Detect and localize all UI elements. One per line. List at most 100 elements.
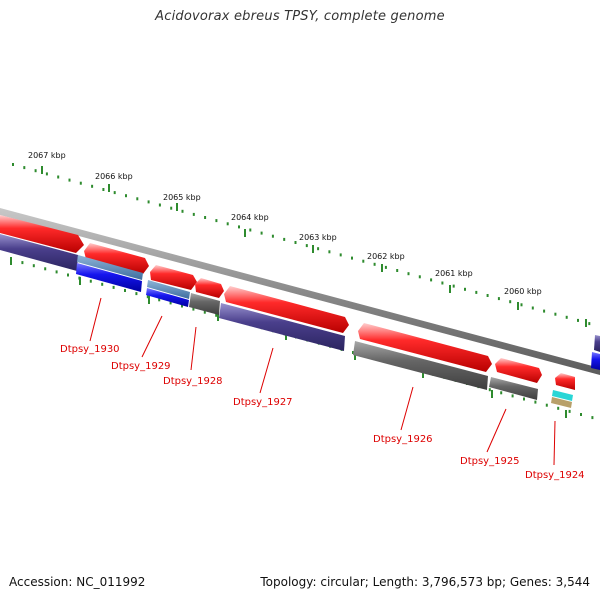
ruler-dot <box>557 406 560 410</box>
ruler-dot <box>55 270 58 274</box>
ruler-dot <box>124 289 126 292</box>
gene-label-dtpsy-1924[interactable]: Dtpsy_1924 <box>525 470 585 481</box>
ruler-dot <box>577 318 579 322</box>
gene-feature-right-edge-blue[interactable] <box>591 352 600 370</box>
ruler-dot <box>554 312 557 316</box>
gene-label-dtpsy-1928[interactable]: Dtpsy_1928 <box>163 376 223 387</box>
gene-feature-dtpsy-1930-blue[interactable] <box>76 263 142 292</box>
ruler-dot <box>203 310 206 314</box>
kbp-label-2063: 2063 kbp <box>299 233 337 242</box>
gene-feature-dtpsy-1928-reverse[interactable] <box>189 293 220 315</box>
ruler-dot <box>89 279 92 283</box>
ruler-major-tick <box>108 184 110 192</box>
ruler-dot <box>511 394 514 398</box>
gene-feature-dtpsy-1926-forward[interactable] <box>358 323 492 372</box>
ruler-dot <box>215 313 218 317</box>
map-title: Acidovorax ebreus TPSY, complete genome <box>155 9 445 24</box>
ruler-dot <box>136 197 139 201</box>
genome-backbone <box>0 208 600 375</box>
ruler-dot <box>384 265 387 269</box>
kbp-label-2067: 2067 kbp <box>28 151 66 160</box>
ruler-dot <box>441 281 444 285</box>
ruler-dot <box>32 264 35 268</box>
gene-feature-dtpsy-1928b-forward[interactable] <box>195 278 224 298</box>
ruler-dot <box>294 241 297 244</box>
ruler-dot <box>101 282 104 286</box>
ruler-dot <box>170 206 173 210</box>
ruler-dot <box>352 351 354 354</box>
ruler-dot <box>57 175 60 179</box>
ruler-dot <box>146 295 149 299</box>
ruler-dot <box>147 200 150 204</box>
ruler-major-tick <box>565 410 567 418</box>
ruler-dot <box>125 194 127 198</box>
ruler-dot <box>565 315 568 319</box>
accession-text: Accession: NC_011992 <box>9 575 146 589</box>
gene-feature-dtpsy-1924-tan[interactable] <box>551 397 572 408</box>
kbp-label-2062: 2062 kbp <box>367 252 405 261</box>
gene-feature-dtpsy-1925-reverse[interactable] <box>489 377 538 400</box>
gene-feature-dtpsy-1924-forward[interactable] <box>555 373 575 390</box>
gene-label-dtpsy-1930[interactable]: Dtpsy_1930 <box>60 344 120 355</box>
gene-label-dtpsy-1927[interactable]: Dtpsy_1927 <box>233 397 293 408</box>
gene-feature-right-edge-purple[interactable] <box>594 335 600 352</box>
ruler-dot <box>23 166 26 170</box>
ruler-dot <box>407 272 410 276</box>
gene-label-dtpsy-1926[interactable]: Dtpsy_1926 <box>373 434 433 445</box>
gene-feature-dtpsy-1925-forward[interactable] <box>495 358 542 383</box>
leader-line-dtpsy-1926 <box>400 386 414 431</box>
gene-feature-dtpsy-1928-forward[interactable] <box>150 265 197 290</box>
ruler-major-tick <box>422 370 424 378</box>
ruler-dot <box>317 247 320 251</box>
ruler-dot <box>68 178 71 182</box>
ruler-dot <box>102 188 105 191</box>
leader-line-dtpsy-1924 <box>553 420 556 466</box>
ruler-dot <box>192 307 195 311</box>
gene-feature-dtpsy-1924-cyan[interactable] <box>552 390 573 401</box>
ruler-dot <box>45 172 48 176</box>
ruler-major-tick <box>491 390 493 398</box>
ruler-dot <box>113 191 116 195</box>
ruler-dot <box>591 416 594 420</box>
gene-feature-dtpsy-1929-blue[interactable] <box>146 288 189 307</box>
ruler-dot <box>362 259 365 263</box>
ruler-dot <box>91 184 94 188</box>
ruler-dot <box>531 306 534 310</box>
gene-feature-dtpsy-1929-forward[interactable] <box>84 243 149 274</box>
gene-feature-dtpsy-1926-reverse[interactable] <box>353 341 488 390</box>
ruler-major-tick <box>79 277 81 285</box>
gene-feature-dtpsy-1929-cds[interactable] <box>147 280 190 299</box>
gene-feature-dtpsy-1930-cds[interactable] <box>77 255 143 280</box>
ruler-dot <box>226 222 229 226</box>
ruler-dot <box>580 413 582 416</box>
ruler-dot <box>21 261 24 265</box>
ruler-major-tick <box>449 285 451 293</box>
topology-summary: Topology: circular; Length: 3,796,573 bp… <box>260 575 590 589</box>
ruler-dot <box>79 181 82 185</box>
ruler-dot <box>523 397 525 401</box>
ruler-dot <box>135 292 138 296</box>
gene-label-dtpsy-1925[interactable]: Dtpsy_1925 <box>460 456 520 467</box>
ruler-dot <box>486 294 489 297</box>
ruler-major-tick <box>176 203 178 211</box>
ruler-major-tick <box>217 313 219 321</box>
ruler-dot <box>497 297 500 301</box>
kbp-label-2064: 2064 kbp <box>231 213 269 222</box>
ruler-dot <box>271 234 274 238</box>
gene-feature-dtpsy-1930-reverse[interactable] <box>0 234 78 271</box>
ruler-dot <box>509 300 512 304</box>
ruler-dot <box>192 212 195 216</box>
gene-label-dtpsy-1929[interactable]: Dtpsy_1929 <box>111 361 171 372</box>
gene-feature-dtpsy-1927-forward[interactable] <box>224 286 349 333</box>
gene-feature-dtpsy-1927-reverse[interactable] <box>219 303 345 351</box>
ruler-dot <box>283 237 286 241</box>
ruler-dot <box>351 256 353 260</box>
ruler-dot <box>520 303 523 307</box>
gene-feature-dtpsy-1930-forward[interactable] <box>0 215 84 253</box>
ruler-dot <box>545 403 548 407</box>
ruler-dot <box>543 309 546 313</box>
ruler-dot <box>418 275 421 279</box>
leader-line-dtpsy-1925 <box>486 408 507 453</box>
leader-line-dtpsy-1930 <box>89 297 102 342</box>
